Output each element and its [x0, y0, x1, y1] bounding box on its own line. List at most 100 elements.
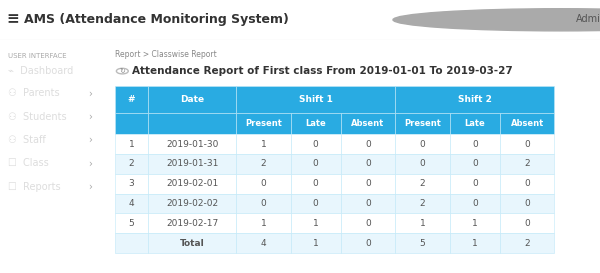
Text: Report > Classwise Report: Report > Classwise Report — [115, 50, 217, 59]
FancyBboxPatch shape — [450, 113, 500, 134]
Text: 0: 0 — [472, 179, 478, 188]
FancyBboxPatch shape — [500, 174, 554, 194]
Text: 0: 0 — [365, 140, 371, 149]
Text: 1: 1 — [128, 140, 134, 149]
FancyBboxPatch shape — [500, 213, 554, 233]
Text: 0: 0 — [313, 179, 319, 188]
Text: 5: 5 — [128, 219, 134, 228]
Text: 2: 2 — [524, 159, 530, 168]
FancyBboxPatch shape — [291, 134, 341, 154]
Text: Total: Total — [180, 239, 205, 248]
Text: ⌁  Dashboard: ⌁ Dashboard — [8, 66, 74, 76]
FancyBboxPatch shape — [291, 213, 341, 233]
FancyBboxPatch shape — [395, 233, 450, 253]
Text: ›: › — [89, 135, 92, 145]
Text: 0: 0 — [420, 159, 425, 168]
Text: 2019-01-31: 2019-01-31 — [166, 159, 218, 168]
Text: Absent: Absent — [352, 119, 385, 128]
FancyBboxPatch shape — [291, 194, 341, 213]
FancyBboxPatch shape — [450, 134, 500, 154]
Text: 0: 0 — [365, 159, 371, 168]
Text: 1: 1 — [260, 219, 266, 228]
Text: 2019-01-30: 2019-01-30 — [166, 140, 218, 149]
FancyBboxPatch shape — [115, 233, 148, 253]
FancyBboxPatch shape — [115, 113, 148, 134]
FancyBboxPatch shape — [341, 154, 395, 174]
FancyBboxPatch shape — [395, 174, 450, 194]
Text: 2: 2 — [129, 159, 134, 168]
FancyBboxPatch shape — [148, 174, 236, 194]
Text: ↻: ↻ — [119, 68, 125, 74]
FancyBboxPatch shape — [236, 86, 395, 113]
FancyBboxPatch shape — [395, 213, 450, 233]
Text: 1: 1 — [260, 140, 266, 149]
Text: ›: › — [89, 182, 92, 192]
Text: 2: 2 — [420, 179, 425, 188]
Text: 1: 1 — [472, 239, 478, 248]
FancyBboxPatch shape — [341, 194, 395, 213]
Text: 4: 4 — [129, 199, 134, 208]
Text: Late: Late — [305, 119, 326, 128]
Text: ⚇  Staff: ⚇ Staff — [8, 135, 46, 145]
Text: USER INTERFACE: USER INTERFACE — [8, 53, 67, 59]
Text: ›: › — [89, 112, 92, 121]
FancyBboxPatch shape — [291, 154, 341, 174]
FancyBboxPatch shape — [148, 113, 236, 134]
Text: 3: 3 — [128, 179, 134, 188]
Text: 0: 0 — [524, 140, 530, 149]
FancyBboxPatch shape — [148, 134, 236, 154]
FancyBboxPatch shape — [500, 233, 554, 253]
Text: Attendance Report of First class From 2019-01-01 To 2019-03-27: Attendance Report of First class From 20… — [132, 66, 513, 76]
FancyBboxPatch shape — [236, 233, 291, 253]
FancyBboxPatch shape — [395, 134, 450, 154]
Text: 0: 0 — [313, 199, 319, 208]
Text: ⚇  Students: ⚇ Students — [8, 112, 67, 121]
Text: 0: 0 — [365, 219, 371, 228]
FancyBboxPatch shape — [236, 213, 291, 233]
FancyBboxPatch shape — [115, 154, 148, 174]
Text: Shift 1: Shift 1 — [299, 95, 332, 104]
FancyBboxPatch shape — [291, 174, 341, 194]
Text: 0: 0 — [472, 140, 478, 149]
Text: Shift 2: Shift 2 — [458, 95, 492, 104]
Text: Present: Present — [404, 119, 441, 128]
Text: Late: Late — [464, 119, 485, 128]
Text: Date: Date — [180, 95, 204, 104]
FancyBboxPatch shape — [236, 154, 291, 174]
Text: 5: 5 — [420, 239, 425, 248]
FancyBboxPatch shape — [450, 154, 500, 174]
FancyBboxPatch shape — [115, 194, 148, 213]
Text: Admin: Admin — [576, 14, 600, 24]
FancyBboxPatch shape — [450, 213, 500, 233]
Text: 0: 0 — [472, 159, 478, 168]
Text: ☐  Reports: ☐ Reports — [8, 182, 61, 192]
Text: 0: 0 — [313, 159, 319, 168]
Text: ≡: ≡ — [6, 11, 19, 26]
FancyBboxPatch shape — [341, 134, 395, 154]
Text: 1: 1 — [313, 239, 319, 248]
Text: 1: 1 — [420, 219, 425, 228]
Text: 0: 0 — [524, 219, 530, 228]
FancyBboxPatch shape — [395, 113, 450, 134]
Circle shape — [393, 9, 600, 31]
FancyBboxPatch shape — [450, 194, 500, 213]
Text: 2: 2 — [420, 199, 425, 208]
FancyBboxPatch shape — [395, 154, 450, 174]
FancyBboxPatch shape — [148, 86, 236, 113]
Text: 1: 1 — [472, 219, 478, 228]
Text: 0: 0 — [472, 199, 478, 208]
Text: 0: 0 — [420, 140, 425, 149]
Text: ›: › — [89, 158, 92, 168]
FancyBboxPatch shape — [148, 154, 236, 174]
Text: ⚇  Parents: ⚇ Parents — [8, 88, 60, 98]
Text: 0: 0 — [524, 179, 530, 188]
FancyBboxPatch shape — [148, 213, 236, 233]
Text: 2019-02-01: 2019-02-01 — [166, 179, 218, 188]
FancyBboxPatch shape — [341, 233, 395, 253]
Text: 0: 0 — [524, 199, 530, 208]
FancyBboxPatch shape — [291, 233, 341, 253]
Text: ☐  Class: ☐ Class — [8, 158, 49, 168]
Text: 0: 0 — [260, 199, 266, 208]
FancyBboxPatch shape — [115, 174, 148, 194]
Text: 2019-02-17: 2019-02-17 — [166, 219, 218, 228]
